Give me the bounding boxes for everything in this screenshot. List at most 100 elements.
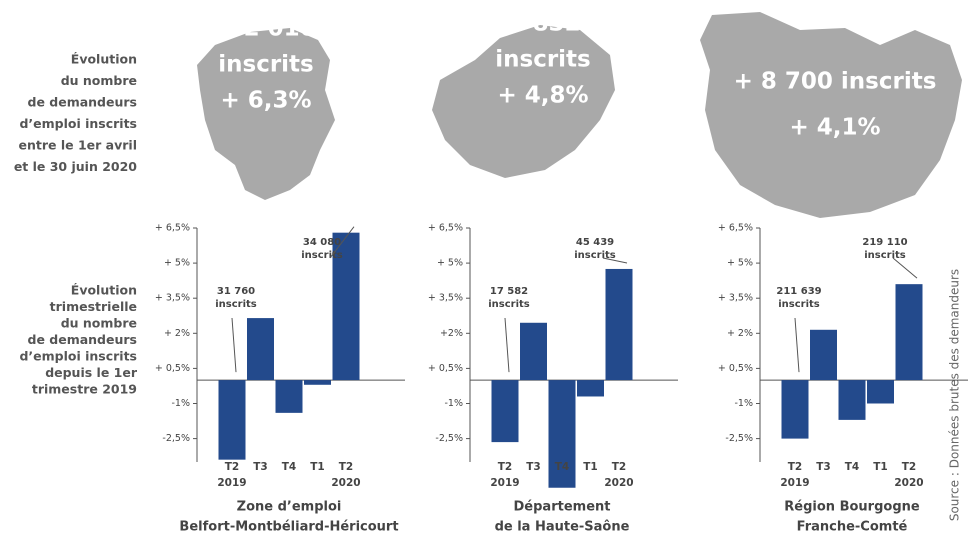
y-tick-label: + 0,5% [155,363,190,374]
side-label: et le 30 juin 2020 [14,159,137,174]
annotation: inscrits [574,250,616,261]
x-tick-sublabel: 2020 [894,477,923,489]
x-tick-sublabel: 2020 [331,477,360,489]
x-tick-label: T2 [788,461,802,473]
annotation: inscrits [488,299,530,310]
y-tick-label: + 5% [727,258,753,269]
annotation: inscrits [778,299,820,310]
bar [491,380,519,443]
x-tick-label: T2 [339,461,353,473]
chart-title: Département [514,500,611,515]
bar [577,380,604,397]
bar [781,380,809,439]
y-tick-label: -2,5% [162,433,190,444]
leader-line [794,317,800,373]
annotation: 219 110 [862,237,907,248]
side-label: depuis le 1er [45,365,138,380]
headline: inscrits [218,52,314,78]
leader-line [504,317,510,373]
bar [275,380,303,413]
y-tick-label: -1% [735,398,754,409]
headline: + 832 [505,11,580,37]
x-tick-label: T3 [816,461,830,473]
side-label: du nombre [61,316,137,331]
x-tick-label: T4 [845,461,859,473]
headline: + 6,3% [220,88,311,114]
y-tick-label: + 0,5% [428,363,463,374]
x-tick-sublabel: 2019 [490,477,519,489]
y-tick-label: + 2% [727,328,753,339]
y-tick-label: + 3,5% [428,293,463,304]
y-tick-label: + 6,5% [428,223,463,234]
side-label: trimestrielle [50,299,137,314]
leader-line [602,257,628,264]
y-tick-label: + 6,5% [718,223,753,234]
x-tick-sublabel: 2020 [604,477,633,489]
bar [867,380,894,404]
headline: + 8 700 inscrits [734,69,937,95]
annotation: 17 582 [490,286,528,297]
y-tick-label: + 6,5% [155,223,190,234]
y-tick-label: + 5% [164,258,190,269]
bar [304,380,331,385]
bar [810,329,837,381]
x-tick-label: T2 [612,461,626,473]
bar [218,380,246,460]
map-shape [432,25,615,178]
x-tick-label: T4 [555,461,569,473]
chart-title: Franche-Comté [797,520,908,535]
x-tick-label: T1 [873,461,887,473]
bar [520,322,547,381]
annotation: 211 639 [776,286,821,297]
side-label: trimestre 2019 [32,382,137,397]
side-label: d’emploi inscrits [19,116,137,131]
headline: + 2 010 [216,16,315,42]
y-tick-label: + 5% [437,258,463,269]
bar [548,380,576,488]
y-tick-label: + 3,5% [155,293,190,304]
bar [332,232,360,381]
side-label: Évolution [71,52,137,67]
bar [838,380,866,420]
bar [895,284,923,381]
y-tick-label: -1% [172,398,191,409]
x-tick-label: T1 [583,461,597,473]
leader-line [231,317,237,373]
leader-line [892,257,918,279]
x-tick-label: T4 [282,461,296,473]
annotation: inscrits [301,250,343,261]
headline: + 4,8% [497,83,588,109]
annotation: inscrits [215,299,257,310]
side-label: de demandeurs [28,332,138,347]
side-label: entre le 1er avril [19,138,137,153]
bar [605,268,633,381]
x-tick-label: T2 [225,461,239,473]
side-label: Évolution [71,283,137,298]
chart-title: Zone d’emploi [237,500,342,515]
map-shape [700,12,962,218]
x-tick-label: T1 [310,461,324,473]
x-tick-label: T2 [498,461,512,473]
chart-title: Région Bourgogne [784,500,920,515]
y-tick-label: +2% [440,328,463,339]
chart-title: de la Haute-Saône [495,520,630,535]
side-label: d’emploi inscrits [19,349,137,364]
side-label: du nombre [61,73,137,88]
side-label: de demandeurs [28,95,138,110]
x-tick-label: T3 [253,461,267,473]
headline: inscrits [495,47,591,73]
y-tick-label: -2,5% [435,433,463,444]
y-tick-label: -2,5% [725,433,753,444]
bar [247,318,274,381]
source-note: Source : Données brutes des demandeurs [948,269,962,521]
y-tick-label: + 0,5% [718,363,753,374]
annotation: inscrits [864,250,906,261]
leader-line [329,226,355,259]
x-tick-sublabel: 2019 [217,477,246,489]
annotation: 45 439 [576,237,614,248]
headline: + 4,1% [789,115,880,141]
x-tick-sublabel: 2019 [780,477,809,489]
y-tick-label: + 2% [164,328,190,339]
y-tick-label: -1% [445,398,464,409]
